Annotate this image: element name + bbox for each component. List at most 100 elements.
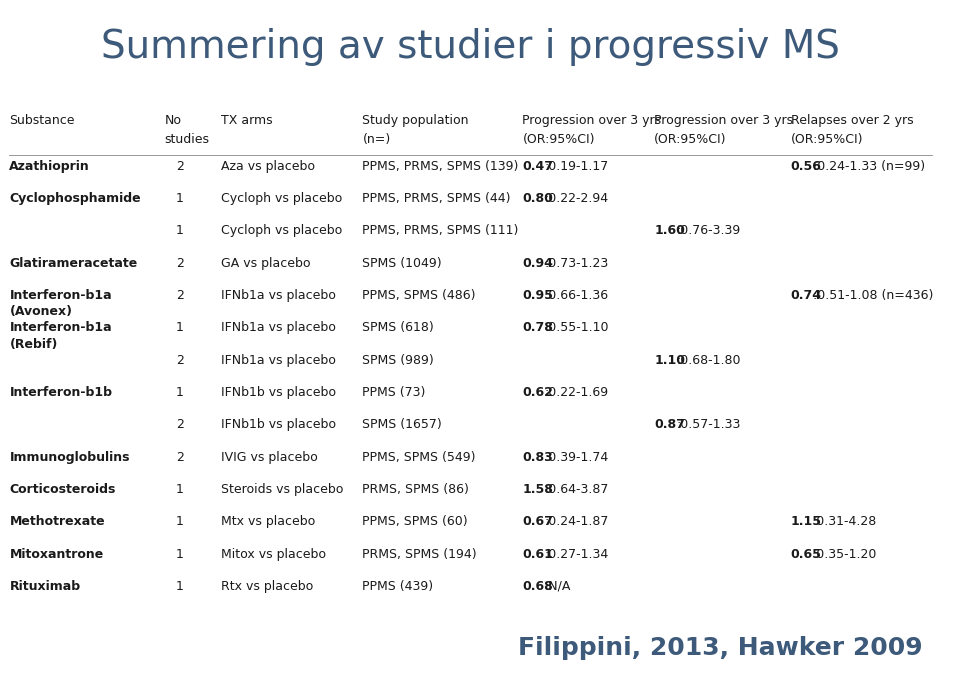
Text: 1.58: 1.58: [522, 483, 553, 496]
Text: PPMS, PRMS, SPMS (111): PPMS, PRMS, SPMS (111): [363, 224, 518, 237]
Text: :0.22-2.94: :0.22-2.94: [544, 192, 609, 205]
Text: PPMS (73): PPMS (73): [363, 386, 426, 399]
Text: 1.60: 1.60: [655, 224, 685, 237]
Text: :0.39-1.74: :0.39-1.74: [544, 451, 609, 464]
Text: :0.24-1.87: :0.24-1.87: [544, 515, 609, 528]
Text: 2: 2: [176, 257, 184, 270]
Text: Mtx vs placebo: Mtx vs placebo: [221, 515, 316, 528]
Text: :0.76-3.39: :0.76-3.39: [676, 224, 740, 237]
Text: 0.47: 0.47: [522, 160, 554, 173]
Text: :0.51-1.08 (n=436): :0.51-1.08 (n=436): [812, 289, 933, 302]
Text: PPMS, PRMS, SPMS (44): PPMS, PRMS, SPMS (44): [363, 192, 511, 205]
Text: 0.83: 0.83: [522, 451, 553, 464]
Text: :0.64-3.87: :0.64-3.87: [544, 483, 609, 496]
Text: 0.78: 0.78: [522, 321, 553, 334]
Text: Study population: Study population: [363, 114, 468, 127]
Text: SPMS (1049): SPMS (1049): [363, 257, 442, 270]
Text: Cycloph vs placebo: Cycloph vs placebo: [221, 192, 343, 205]
Text: PPMS, SPMS (60): PPMS, SPMS (60): [363, 515, 468, 528]
Text: Corticosteroids: Corticosteroids: [10, 483, 116, 496]
Text: Rtx vs placebo: Rtx vs placebo: [221, 580, 314, 593]
Text: Cycloph vs placebo: Cycloph vs placebo: [221, 224, 343, 237]
Text: PPMS, PRMS, SPMS (139): PPMS, PRMS, SPMS (139): [363, 160, 518, 173]
Text: studies: studies: [165, 133, 209, 146]
Text: 0.65: 0.65: [791, 548, 822, 561]
Text: :0.55-1.10: :0.55-1.10: [544, 321, 609, 334]
Text: 1: 1: [176, 386, 184, 399]
Text: SPMS (1657): SPMS (1657): [363, 418, 443, 431]
Text: :0.73-1.23: :0.73-1.23: [544, 257, 609, 270]
Text: Interferon-b1a: Interferon-b1a: [10, 321, 112, 334]
Text: 1.10: 1.10: [655, 354, 685, 367]
Text: 0.62: 0.62: [522, 386, 553, 399]
Text: (Rebif): (Rebif): [10, 338, 58, 351]
Text: 2: 2: [176, 451, 184, 464]
Text: Interferon-b1b: Interferon-b1b: [10, 386, 112, 399]
Text: 0.74: 0.74: [791, 289, 822, 302]
Text: (OR:95%CI): (OR:95%CI): [522, 133, 595, 146]
Text: Steroids vs placebo: Steroids vs placebo: [221, 483, 344, 496]
Text: SPMS (618): SPMS (618): [363, 321, 434, 334]
Text: TX arms: TX arms: [221, 114, 273, 127]
Text: IFNb1a vs placebo: IFNb1a vs placebo: [221, 289, 336, 302]
Text: (OR:95%CI): (OR:95%CI): [791, 133, 863, 146]
Text: PRMS, SPMS (194): PRMS, SPMS (194): [363, 548, 477, 561]
Text: Methotrexate: Methotrexate: [10, 515, 105, 528]
Text: 0.95: 0.95: [522, 289, 553, 302]
Text: Summering av studier i progressiv MS: Summering av studier i progressiv MS: [101, 28, 840, 65]
Text: 2: 2: [176, 160, 184, 173]
Text: 0.67: 0.67: [522, 515, 553, 528]
Text: 0.94: 0.94: [522, 257, 553, 270]
Text: Glatirameracetate: Glatirameracetate: [10, 257, 137, 270]
Text: :0.66-1.36: :0.66-1.36: [544, 289, 609, 302]
Text: IFNb1b vs placebo: IFNb1b vs placebo: [221, 418, 336, 431]
Text: PPMS (439): PPMS (439): [363, 580, 434, 593]
Text: Filippini, 2013, Hawker 2009: Filippini, 2013, Hawker 2009: [518, 636, 923, 660]
Text: (n=): (n=): [363, 133, 391, 146]
Text: Substance: Substance: [10, 114, 75, 127]
Text: Relapses over 2 yrs: Relapses over 2 yrs: [791, 114, 913, 127]
Text: Aza vs placebo: Aza vs placebo: [221, 160, 315, 173]
Text: 0.68: 0.68: [522, 580, 553, 593]
Text: 0.56: 0.56: [791, 160, 822, 173]
Text: 1: 1: [176, 224, 184, 237]
Text: 2: 2: [176, 289, 184, 302]
Text: 1: 1: [176, 192, 184, 205]
Text: :0.35-1.20: :0.35-1.20: [812, 548, 877, 561]
Text: No: No: [165, 114, 181, 127]
Text: Interferon-b1a: Interferon-b1a: [10, 289, 112, 302]
Text: IFNb1a vs placebo: IFNb1a vs placebo: [221, 354, 336, 367]
Text: :0.57-1.33: :0.57-1.33: [676, 418, 740, 431]
Text: GA vs placebo: GA vs placebo: [221, 257, 311, 270]
Text: :N/A: :N/A: [544, 580, 570, 593]
Text: 1: 1: [176, 548, 184, 561]
Text: 2: 2: [176, 354, 184, 367]
Text: 1.15: 1.15: [791, 515, 822, 528]
Text: 2: 2: [176, 418, 184, 431]
Text: :0.27-1.34: :0.27-1.34: [544, 548, 609, 561]
Text: 1: 1: [176, 321, 184, 334]
Text: (Avonex): (Avonex): [10, 305, 72, 319]
Text: PRMS, SPMS (86): PRMS, SPMS (86): [363, 483, 469, 496]
Text: :0.24-1.33 (n=99): :0.24-1.33 (n=99): [812, 160, 924, 173]
Text: (OR:95%CI): (OR:95%CI): [655, 133, 727, 146]
Text: Immunoglobulins: Immunoglobulins: [10, 451, 130, 464]
Text: Cyclophosphamide: Cyclophosphamide: [10, 192, 141, 205]
Text: :0.31-4.28: :0.31-4.28: [812, 515, 876, 528]
Text: IFNb1a vs placebo: IFNb1a vs placebo: [221, 321, 336, 334]
Text: :0.68-1.80: :0.68-1.80: [676, 354, 740, 367]
Text: Mitox vs placebo: Mitox vs placebo: [221, 548, 326, 561]
Text: IFNb1b vs placebo: IFNb1b vs placebo: [221, 386, 336, 399]
Text: PPMS, SPMS (549): PPMS, SPMS (549): [363, 451, 476, 464]
Text: Rituximab: Rituximab: [10, 580, 81, 593]
Text: 0.80: 0.80: [522, 192, 553, 205]
Text: Progression over 3 yrs: Progression over 3 yrs: [655, 114, 793, 127]
Text: Progression over 3 yrs: Progression over 3 yrs: [522, 114, 661, 127]
Text: 0.61: 0.61: [522, 548, 553, 561]
Text: :0.19-1.17: :0.19-1.17: [544, 160, 609, 173]
Text: IVIG vs placebo: IVIG vs placebo: [221, 451, 318, 464]
Text: 0.87: 0.87: [655, 418, 685, 431]
Text: PPMS, SPMS (486): PPMS, SPMS (486): [363, 289, 476, 302]
Text: 1: 1: [176, 580, 184, 593]
Text: 1: 1: [176, 515, 184, 528]
